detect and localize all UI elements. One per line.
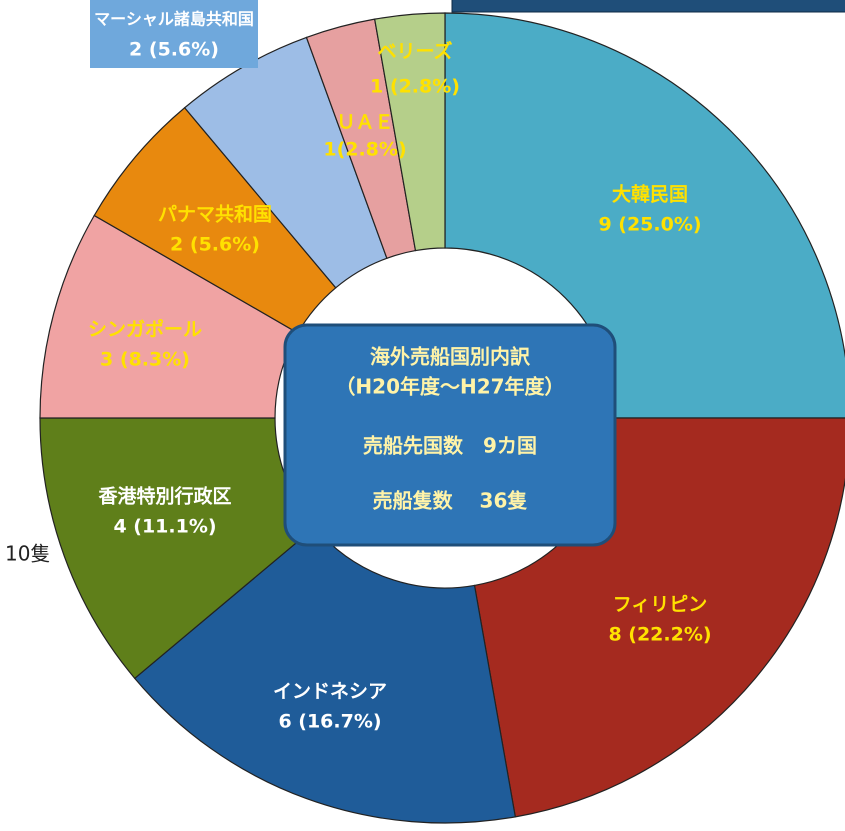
slice: [133, 526, 517, 824]
value-label: 3 (8.3%): [100, 349, 190, 371]
value-label: 1(2.8%): [323, 139, 406, 161]
center-box: [283, 323, 617, 547]
category-label: ベリーズ: [377, 40, 452, 63]
category-label: パナマ共和国: [158, 203, 272, 226]
center-total: 売船隻数 36隻: [373, 489, 528, 513]
slice: [373, 12, 446, 252]
annotation: 10隻: [5, 542, 50, 566]
value-label: 8 (22.2%): [608, 624, 711, 646]
category-label: フィリピン: [613, 594, 708, 616]
center-subtitle: （H20年度～H27年度）: [335, 375, 564, 399]
center-title: 海外売船国別内訳: [370, 345, 531, 369]
category-label: 香港特別行政区: [97, 485, 231, 508]
value-label: 2 (5.6%): [129, 39, 219, 61]
header-box: [451, 0, 845, 13]
value-label: 6 (16.7%): [278, 711, 381, 733]
value-label: 4 (11.1%): [113, 516, 216, 538]
category-label: マーシャル諸島共和国: [94, 10, 254, 29]
slices: [39, 12, 845, 824]
category-label: インドネシア: [273, 681, 387, 703]
value-label: 1 (2.8%): [370, 76, 460, 98]
slice: [444, 12, 845, 419]
labels: 大韓民国 9 (25.0%) フィリピン 8 (22.2%) インドネシア 6 (16.7…: [88, 10, 712, 733]
category-label: 大韓民国: [612, 183, 688, 206]
value-label: 2 (5.6%): [170, 234, 260, 256]
value-label: 9 (25.0%): [598, 214, 701, 236]
category-label: シンガポール: [88, 318, 202, 341]
center-count: 売船先国数 9カ国: [363, 434, 537, 458]
label-box: [90, 0, 258, 68]
category-label: ＵＡＥ: [336, 112, 393, 134]
